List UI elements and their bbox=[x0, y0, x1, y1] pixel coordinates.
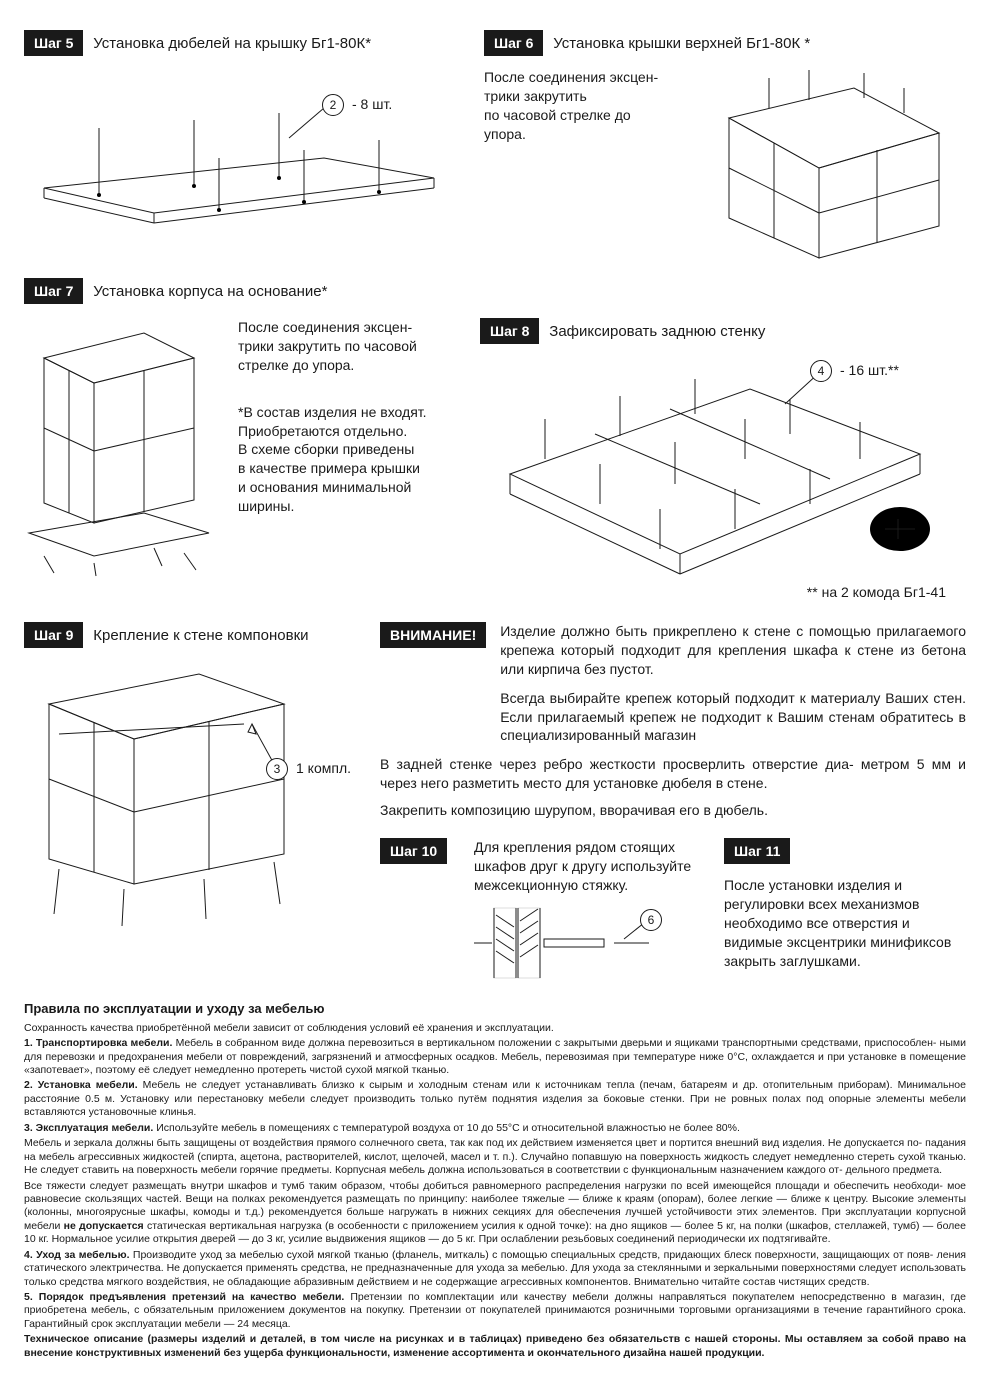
r5t: 5. Порядок предъявления претензий на кач… bbox=[24, 1291, 344, 1303]
step5-callout: 2 bbox=[322, 94, 344, 116]
warn-p3: В задней стенке через ребро жесткости пр… bbox=[380, 755, 966, 793]
step10-callout: 6 bbox=[640, 909, 662, 931]
step7-diagram bbox=[24, 318, 214, 578]
step9-diagram bbox=[24, 664, 344, 934]
step9-header: Шаг 9 Крепление к стене компоновки bbox=[24, 622, 364, 648]
step9-tag: Шаг 9 bbox=[24, 622, 83, 648]
warn-p1: Изделие должно быть прикреплено к стене … bbox=[500, 622, 966, 679]
step9-title: Крепление к стене компоновки bbox=[93, 627, 308, 644]
r1t: 1. Транспортировка мебели. bbox=[24, 1037, 172, 1049]
step8-callout: 4 bbox=[810, 360, 832, 382]
rules-title: Правила по эксплуатации и уходу за мебел… bbox=[24, 1001, 966, 1016]
step5-title: Установка дюбелей на крышку Бг1-80К* bbox=[93, 35, 371, 52]
warn-tag: ВНИМАНИЕ! bbox=[380, 622, 486, 648]
rules-tail: Техническое описание (размеры изделий и … bbox=[24, 1333, 966, 1358]
r3b: Мебель и зеркала должны быть защищены от… bbox=[24, 1137, 966, 1177]
rules-intro: Сохранность качества приобретённой мебел… bbox=[24, 1022, 966, 1035]
r4t: 4. Уход за мебелью. bbox=[24, 1249, 130, 1261]
step9-qty: 1 компл. bbox=[296, 760, 351, 776]
step5-diagram bbox=[24, 68, 444, 248]
step11-tag: Шаг 11 bbox=[724, 838, 790, 864]
step6-header: Шаг 6 Установка крышки верхней Бг1-80К * bbox=[484, 30, 966, 56]
step9-callout: 3 bbox=[266, 758, 288, 780]
step5-tag: Шаг 5 bbox=[24, 30, 83, 56]
step6-note: После соединения эксцен- трики закрутить… bbox=[484, 68, 689, 268]
step10-diagram bbox=[474, 903, 704, 983]
step6-title: Установка крышки верхней Бг1-80К * bbox=[553, 35, 810, 52]
step6-tag: Шаг 6 bbox=[484, 30, 543, 56]
step7-note2: *В состав изделия не входят. Приобретают… bbox=[238, 403, 456, 516]
r3cno: не допускается bbox=[64, 1220, 144, 1232]
r4: Производите уход за мебелью сухой мягкой… bbox=[24, 1249, 966, 1288]
step8-title: Зафиксировать заднюю стенку bbox=[549, 323, 765, 340]
r2: Мебель не следует устанавливать близко к… bbox=[24, 1079, 966, 1118]
r3a: Используйте мебель в помещениях с темпер… bbox=[156, 1122, 740, 1134]
step7-title: Установка корпуса на основание* bbox=[93, 283, 327, 300]
step5-header: Шаг 5 Установка дюбелей на крышку Бг1-80… bbox=[24, 30, 454, 56]
step8-header: Шаг 8 Зафиксировать заднюю стенку bbox=[480, 318, 966, 344]
r2t: 2. Установка мебели. bbox=[24, 1079, 138, 1091]
r3t: 3. Эксплуатация мебели. bbox=[24, 1122, 153, 1134]
warn-p2: Всегда выбирайте крепеж который подходит… bbox=[500, 689, 966, 746]
step6-diagram bbox=[689, 68, 949, 268]
r3c2: статическая вертикальная нагрузка (в осо… bbox=[24, 1220, 966, 1245]
step7-tag: Шаг 7 bbox=[24, 278, 83, 304]
step10-tag: Шаг 10 bbox=[380, 838, 447, 864]
step8-diagram bbox=[480, 354, 960, 604]
step7-header: Шаг 7 Установка корпуса на основание* bbox=[24, 278, 966, 304]
step11-note: После установки изделия и регулировки вс… bbox=[724, 876, 966, 970]
step5-qty: - 8 шт. bbox=[352, 96, 392, 112]
warn-p4: Закрепить композицию шурупом, вворачивая… bbox=[380, 801, 966, 820]
step8-qty: - 16 шт.** bbox=[840, 362, 899, 378]
step10-note: Для крепления рядом стоящих шкафов друг … bbox=[474, 838, 704, 895]
step8-tag: Шаг 8 bbox=[480, 318, 539, 344]
step8-foot: ** на 2 комода Бг1-41 bbox=[807, 584, 946, 600]
rules-section: Правила по эксплуатации и уходу за мебел… bbox=[24, 1001, 966, 1361]
step7-note1: После соединения эксцен- трики закрутить… bbox=[238, 318, 456, 375]
